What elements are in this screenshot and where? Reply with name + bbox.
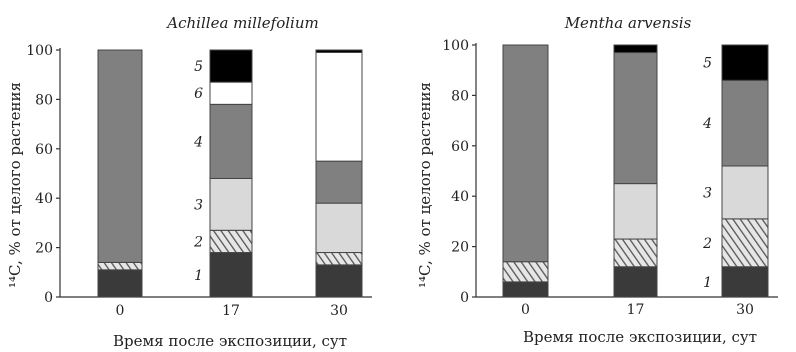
y-tick-label: 100 [442,38,469,54]
y-tick-label: 20 [35,241,53,257]
bar-segment-1 [613,266,658,298]
bar-segment-2 [315,252,363,266]
y-tick-label: 0 [44,290,53,306]
segment-label: 5 [194,59,203,75]
bar-segment-5 [209,49,253,83]
y-tick-label: 100 [26,43,53,59]
bar-segment-5 [613,44,658,54]
chart-panel-right: Mentha arvensis ¹⁴C, % от целого растени… [416,14,778,346]
bar-segment-2 [502,261,549,283]
bar-segment-4 [721,79,769,167]
segment-label: 6 [194,86,203,102]
segment-label: 4 [193,134,203,150]
y-tick-label: 80 [35,92,53,108]
bar-segment-4 [315,160,363,204]
y-tick-label: 40 [35,191,53,207]
segment-label: 1 [703,275,712,291]
bar-segment-4 [209,103,253,179]
bar-segment-2 [721,218,769,268]
segment-label: 5 [703,56,712,72]
segment-label: 3 [703,185,712,201]
bar-segment-1 [209,252,253,298]
x-tick-label: 0 [116,303,125,319]
y-tick-label: 60 [451,139,469,155]
bar-segment-3 [315,202,363,254]
bar-segment-4 [97,49,143,263]
segment-label: 4 [702,116,712,132]
bar-segment-3 [613,183,658,240]
chart-marks-right: 0 20 40 60 80 100 0 17 1 2 3 4 5 30 [442,38,778,318]
bar-segment-1 [721,266,769,298]
bar-segment-3 [721,165,769,220]
x-axis-label-right: Время после экспозиции, сут [523,328,757,346]
x-tick-label: 17 [222,303,240,319]
bar-segment-6 [315,51,363,162]
bar-segment-2 [209,229,253,254]
bar-segment-6 [209,81,253,105]
segment-label: 3 [194,197,203,213]
segment-label: 2 [702,236,712,252]
bar-segment-2 [613,238,658,268]
x-tick-label: 0 [521,302,530,318]
bar-segment-3 [209,177,253,231]
bar-segment-5 [315,49,363,53]
bar-segment-1 [97,269,143,298]
bar-segment-1 [502,281,549,298]
segment-label: 1 [194,268,203,284]
segment-label: 2 [193,234,203,250]
x-tick-label: 30 [330,303,348,319]
bar-segment-1 [315,264,363,298]
chart-title-left: Achillea millefolium [165,14,318,32]
y-tick-label: 80 [451,88,469,104]
y-tick-label: 60 [35,142,53,158]
chart-panel-left: Achillea millefolium ¹⁴C, % от целого ра… [6,14,372,350]
y-axis-label-left: ¹⁴C, % от целого растения [6,82,24,288]
x-tick-label: 30 [736,302,754,318]
y-axis-label-right: ¹⁴C, % от целого растения [416,82,434,288]
y-tick-label: 0 [460,290,469,306]
y-tick-label: 40 [451,189,469,205]
bar-segment-4 [502,44,549,263]
x-axis-label-left: Время после экспозиции, сут [113,332,347,350]
bar-segment-5 [721,44,769,81]
bar-segment-4 [613,52,658,185]
chart-title-right: Mentha arvensis [564,14,692,32]
chart-marks-left: 0 20 40 60 80 100 0 1 2 3 4 6 5 17 30 [26,43,372,319]
y-tick-label: 20 [451,240,469,256]
x-tick-label: 17 [627,302,645,318]
bar-segment-2 [97,261,143,271]
